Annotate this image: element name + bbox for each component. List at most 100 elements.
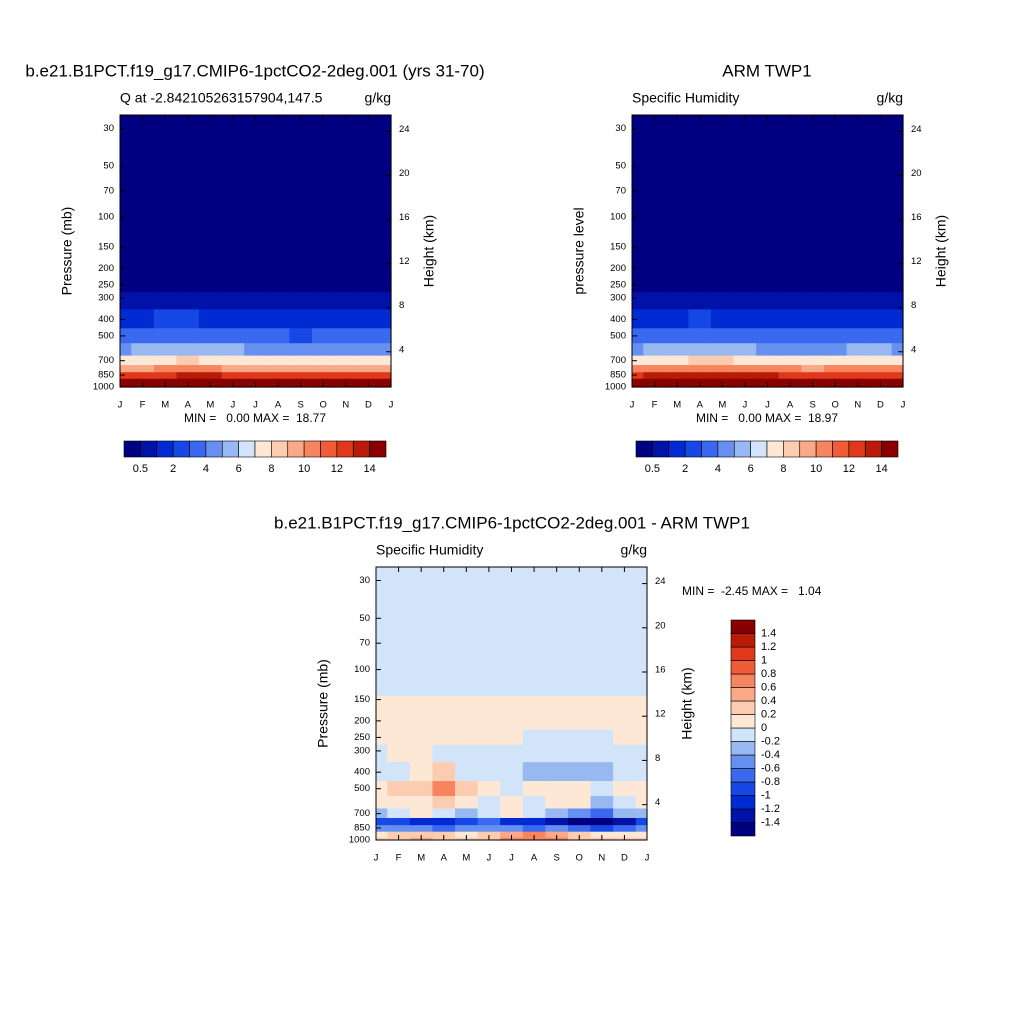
contour-cell	[869, 355, 893, 366]
contour-cell	[387, 567, 411, 626]
contour-cell	[756, 378, 780, 385]
colorbar-box	[766, 440, 784, 458]
y2-tick-label: 12	[655, 709, 666, 720]
contour-cell	[643, 242, 667, 278]
contour-cell	[756, 291, 780, 310]
contour-cell	[869, 242, 893, 278]
colorbar-box	[832, 440, 850, 458]
y-tick-label: 300	[98, 293, 114, 304]
contour-cell	[311, 115, 336, 174]
contour-cell	[891, 342, 904, 356]
contour-cell	[376, 795, 388, 809]
contour-cell	[221, 291, 245, 310]
contour-cell	[131, 242, 155, 278]
contour-cell	[379, 364, 392, 373]
contour-cell	[590, 625, 614, 696]
contour-cell	[176, 276, 200, 293]
contour-cell	[733, 242, 757, 278]
contour-cell	[199, 242, 223, 278]
x-tick-label: M	[161, 400, 169, 411]
contour-cell	[153, 242, 178, 278]
contour-cell	[176, 371, 200, 379]
contour-cell	[455, 695, 479, 730]
x-tick-label: J	[374, 853, 379, 864]
contour-cell	[176, 355, 200, 366]
contour-cell	[176, 172, 200, 244]
contour-cell	[665, 364, 690, 373]
y-tick-label: 30	[615, 123, 626, 134]
colorbar-box	[730, 781, 756, 796]
contour-cell	[289, 242, 313, 278]
contour-cell	[500, 817, 524, 826]
y2-tick-label: 8	[655, 753, 660, 764]
contour-cell	[756, 276, 780, 293]
x-tick-label: M	[417, 853, 425, 864]
contour-cell	[199, 327, 223, 344]
colorbar-box	[684, 440, 702, 458]
contour-cell	[311, 291, 336, 310]
stats-annotation: MIN = 0.00 MAX = 18.97	[696, 411, 838, 425]
contour-cell	[153, 378, 178, 385]
contour-cell	[643, 276, 667, 293]
contour-cell	[635, 780, 648, 797]
subtitle-right: g/kg	[621, 542, 647, 558]
contour-cell	[891, 378, 904, 385]
contour-cell	[665, 378, 690, 385]
contour-cell	[613, 817, 637, 826]
contour-cell	[199, 276, 223, 293]
contour-cell	[455, 625, 479, 696]
contour-cell	[357, 364, 381, 373]
colorbar-label: 0.5	[645, 463, 660, 475]
contour-cell	[477, 831, 501, 838]
contour-cell	[455, 807, 479, 818]
contour-cell	[635, 817, 648, 826]
contour-cell	[823, 355, 848, 366]
x-tick-label: S	[553, 853, 559, 864]
colorbar-box	[336, 440, 354, 458]
contour-cell	[846, 364, 870, 373]
colorbar-box	[730, 687, 756, 702]
contour-cell	[357, 115, 381, 174]
colorbar-label: 1	[761, 654, 767, 666]
colorbar-box	[730, 646, 756, 661]
contour-cell	[120, 115, 132, 174]
x-tick-label: J	[509, 853, 514, 864]
contour-cell	[545, 761, 569, 782]
contour-cell	[869, 291, 893, 310]
contour-cell	[635, 729, 648, 745]
colorbar-label: 1.2	[761, 641, 776, 653]
y-tick-label: 500	[610, 330, 626, 341]
contour-cell	[522, 625, 546, 696]
contour-cell	[120, 371, 132, 379]
contour-cell	[387, 795, 411, 809]
contour-cell	[500, 761, 524, 782]
contour-cell	[643, 371, 667, 379]
y-tick-label: 70	[615, 185, 626, 196]
colorbar-box	[864, 440, 882, 458]
colorbar-box	[701, 440, 719, 458]
contour-cell	[567, 729, 592, 745]
contour-cell	[665, 327, 690, 344]
x-tick-label: A	[185, 400, 192, 411]
contour-cell	[613, 567, 637, 626]
colorbar-box	[733, 440, 751, 458]
contour-cell	[387, 625, 411, 696]
contour-cell	[632, 384, 644, 388]
x-tick-label: M	[462, 853, 470, 864]
contour-cell	[643, 355, 667, 366]
y-tick-label: 300	[610, 293, 626, 304]
colorbar-label: 2	[682, 463, 688, 475]
contour-cell	[500, 625, 524, 696]
contour-cell	[756, 371, 780, 379]
colorbar-box	[730, 754, 756, 769]
contour-cell	[357, 355, 381, 366]
contour-cell	[801, 364, 825, 373]
subtitle-left: Specific Humidity	[376, 542, 483, 558]
y2-tick-label: 16	[911, 212, 922, 223]
contour-cell	[801, 378, 825, 385]
contour-cell	[455, 780, 479, 797]
contour-cell	[801, 291, 825, 310]
x-tick-label: M	[718, 400, 726, 411]
contour-cell	[176, 342, 200, 356]
contour-cell	[477, 625, 501, 696]
